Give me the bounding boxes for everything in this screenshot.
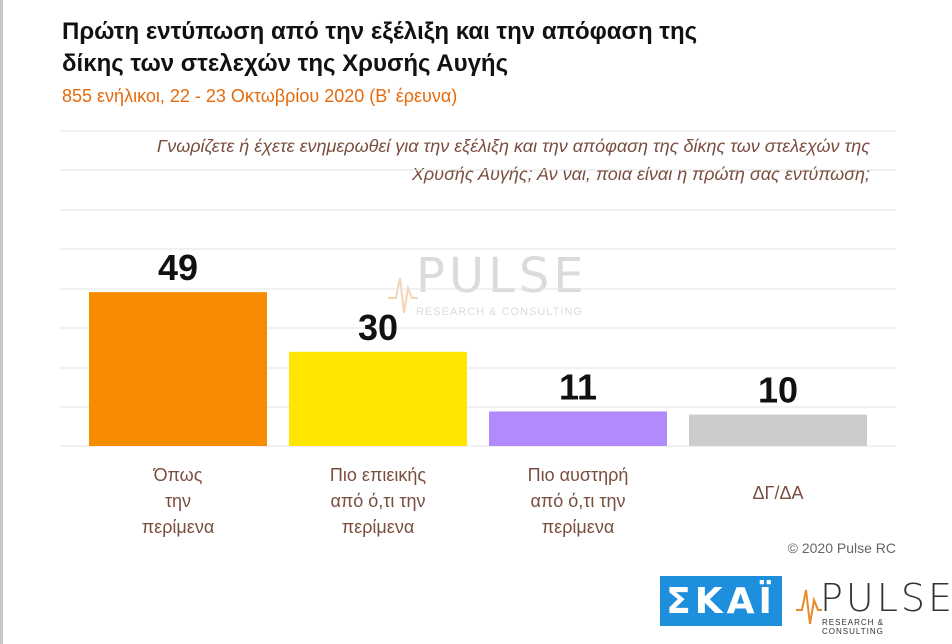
watermark-word: PULSE bbox=[416, 248, 588, 304]
bar bbox=[289, 351, 467, 446]
pulse-watermark-wave-icon bbox=[388, 277, 418, 314]
bar bbox=[489, 411, 667, 446]
frame-border bbox=[0, 0, 3, 644]
bar-value-label: 11 bbox=[559, 366, 597, 407]
category-label: Πιο επιεικής από ό,τι την περίμενα bbox=[329, 465, 427, 537]
pulse-logo-sub: RESEARCH & CONSULTING bbox=[822, 618, 885, 636]
pulse-watermark: PULSE RESEARCH & CONSULTING bbox=[388, 248, 588, 328]
chart-title: Πρώτη εντύπωση από την εξέλιξη και την α… bbox=[62, 18, 698, 77]
bar bbox=[689, 414, 867, 446]
pulse-logo: PULSE RESEARCH & CONSULTING bbox=[796, 576, 952, 636]
category-label: ΔΓ/ΔΑ bbox=[752, 483, 804, 503]
pulse-wave-icon bbox=[796, 589, 822, 625]
skai-logo: ΣΚΑΪ bbox=[660, 576, 782, 626]
pulse-logo-word: PULSE bbox=[820, 576, 952, 620]
category-label: Πιο αυστηρή από ό,τι την περίμενα bbox=[527, 465, 629, 537]
copyright: © 2020 Pulse RC bbox=[787, 540, 896, 556]
watermark-sub: RESEARCH & CONSULTING bbox=[416, 306, 583, 318]
category-label: Όπως την περίμενα bbox=[141, 465, 215, 537]
survey-question: Γνωρίζετε ή έχετε ενημερωθεί για την εξέ… bbox=[156, 136, 870, 184]
chart-subtitle: 855 ενήλικοι, 22 - 23 Οκτωβρίου 2020 (Β'… bbox=[62, 86, 458, 106]
bar-value-label: 10 bbox=[758, 370, 798, 411]
bar-value-label: 49 bbox=[158, 247, 198, 288]
bar bbox=[89, 292, 267, 446]
bar-value-label: 30 bbox=[358, 307, 398, 348]
